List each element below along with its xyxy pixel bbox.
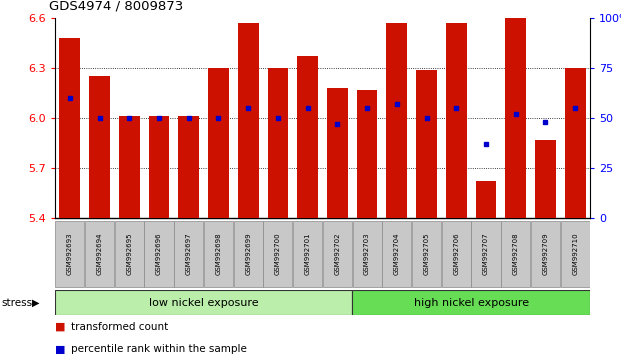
Bar [145,221,174,287]
Bar [323,221,352,287]
Bar [531,221,560,287]
Text: GSM992706: GSM992706 [453,233,460,275]
Bar [148,116,170,218]
Text: ▶: ▶ [32,297,40,308]
Text: stress: stress [2,297,33,308]
Bar [386,23,407,218]
Bar [352,290,590,315]
Bar [89,76,110,218]
Bar [55,221,84,287]
Bar [263,221,292,287]
Bar [297,56,318,218]
Text: high nickel exposure: high nickel exposure [414,297,528,308]
Bar [233,221,263,287]
Text: GSM992698: GSM992698 [215,233,222,275]
Text: low nickel exposure: low nickel exposure [149,297,258,308]
Bar [353,221,382,287]
Bar [238,23,258,218]
Text: GSM992701: GSM992701 [305,233,310,275]
Text: transformed count: transformed count [71,322,168,332]
Text: GDS4974 / 8009873: GDS4974 / 8009873 [49,0,183,13]
Bar [564,68,586,218]
Bar [501,221,530,287]
Bar [208,68,229,218]
Text: GSM992710: GSM992710 [572,233,578,275]
Bar [416,70,437,218]
Bar [535,140,556,218]
Text: GSM992700: GSM992700 [275,233,281,275]
Text: GSM992708: GSM992708 [513,233,519,275]
Text: GSM992702: GSM992702 [334,233,340,275]
Bar [178,116,199,218]
Text: GSM992697: GSM992697 [186,233,192,275]
Text: GSM992705: GSM992705 [424,233,430,275]
Bar [471,221,501,287]
Bar [174,221,203,287]
Bar [446,23,466,218]
Bar [293,221,322,287]
Bar [442,221,471,287]
Bar [383,221,411,287]
Text: ■: ■ [55,322,65,332]
Text: GSM992709: GSM992709 [542,233,548,275]
Bar [412,221,441,287]
Bar [505,0,526,218]
Bar [115,221,144,287]
Text: GSM992699: GSM992699 [245,233,251,275]
Text: GSM992695: GSM992695 [126,233,132,275]
Text: GSM992703: GSM992703 [364,233,370,275]
Bar [356,90,378,218]
Text: ■: ■ [55,344,65,354]
Bar [119,116,140,218]
Text: GSM992696: GSM992696 [156,233,162,275]
Bar [204,221,233,287]
Text: GSM992704: GSM992704 [394,233,400,275]
Bar [476,181,496,218]
Text: GSM992707: GSM992707 [483,233,489,275]
Bar [561,221,590,287]
Bar [268,68,288,218]
Bar [60,38,80,218]
Bar [55,290,352,315]
Text: percentile rank within the sample: percentile rank within the sample [71,344,247,354]
Text: GSM992694: GSM992694 [97,233,102,275]
Text: GSM992693: GSM992693 [67,233,73,275]
Bar [85,221,114,287]
Bar [327,88,348,218]
